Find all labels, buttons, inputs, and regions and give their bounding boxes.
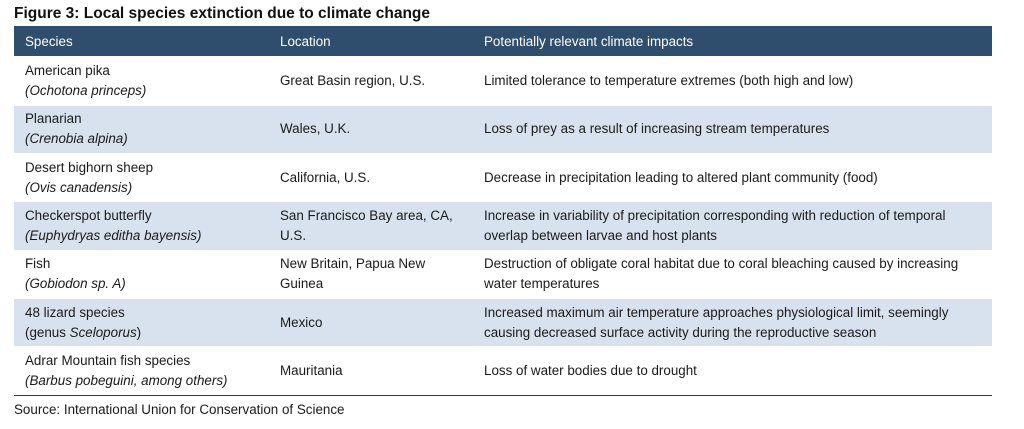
location-cell: Mauritania [269,346,473,396]
table-row: American pika (Ochotona princeps) Great … [14,57,992,106]
table-row: 48 lizard species (genus Sceloporus) Mex… [14,298,992,348]
location-cell: Great Basin region, U.S. [269,57,473,106]
impact-cell: Destruction of obligate coral habitat du… [473,250,992,299]
location-cell: New Britain, Papua New Guinea [269,250,473,299]
species-common-name: Desert bighorn sheep [25,159,154,175]
impact-cell: Limited tolerance to temperature extreme… [473,57,992,106]
species-cell: American pika (Ochotona princeps) [14,57,269,106]
header-location: Location [269,26,473,58]
species-cell: Fish (Gobiodon sp. A) [14,250,269,299]
header-impacts: Potentially relevant climate impacts [473,26,992,58]
source-note: Source: International Union for Conserva… [14,402,345,417]
scientific-suffix: ) [136,324,142,340]
species-scientific-name: (Crenobia alpina) [25,131,128,147]
impact-cell: Decrease in precipitation leading to alt… [473,153,992,203]
table-header-row: Species Location Potentially relevant cl… [14,26,992,58]
scientific-genus: Sceloporus [69,324,137,340]
species-cell: Adrar Mountain fish species (Barbus pobe… [14,346,269,396]
impact-cell: Loss of prey as a result of increasing s… [473,105,992,155]
impact-cell: Increased maximum air temperature approa… [473,298,992,348]
header-species: Species [14,26,269,58]
species-scientific-name: (Euphydryas editha bayensis) [25,228,202,244]
species-scientific-name: (genus Sceloporus) [25,323,265,343]
species-cell: Planarian (Crenobia alpina) [14,105,269,155]
species-cell: Checkerspot butterfly (Euphydryas editha… [14,201,269,251]
impact-cell: Loss of water bodies due to drought [473,346,992,396]
table-row: Planarian (Crenobia alpina) Wales, U.K. … [14,105,992,155]
location-cell: Wales, U.K. [269,105,473,155]
species-scientific-name: (Ovis canadensis) [25,179,133,195]
impact-cell: Increase in variability of precipitation… [473,201,992,251]
location-cell: San Francisco Bay area, CA, U.S. [269,201,473,251]
species-common-name: Fish [25,256,51,272]
species-table: Species Location Potentially relevant cl… [14,26,992,396]
species-cell: Desert bighorn sheep (Ovis canadensis) [14,153,269,203]
species-scientific-name: (Gobiodon sp. A) [25,276,126,292]
location-cell: California, U.S. [269,153,473,203]
species-scientific-name: (Ochotona princeps) [25,83,147,99]
figure-title: Figure 3: Local species extinction due t… [14,5,431,22]
species-common-name: 48 lizard species [25,304,125,320]
table-row: Adrar Mountain fish species (Barbus pobe… [14,346,992,396]
table-row: Desert bighorn sheep (Ovis canadensis) C… [14,153,992,203]
species-common-name: Checkerspot butterfly [25,208,152,224]
species-scientific-name: (Barbus pobeguini, among others) [25,372,228,388]
species-common-name: Planarian [25,111,82,127]
table-row: Checkerspot butterfly (Euphydryas editha… [14,201,992,251]
species-common-name: Adrar Mountain fish species [25,352,191,368]
scientific-prefix: (genus [25,324,70,340]
species-cell: 48 lizard species (genus Sceloporus) [14,298,269,348]
table-row: Fish (Gobiodon sp. A) New Britain, Papua… [14,250,992,299]
location-cell: Mexico [269,298,473,348]
species-common-name: American pika [25,63,110,79]
